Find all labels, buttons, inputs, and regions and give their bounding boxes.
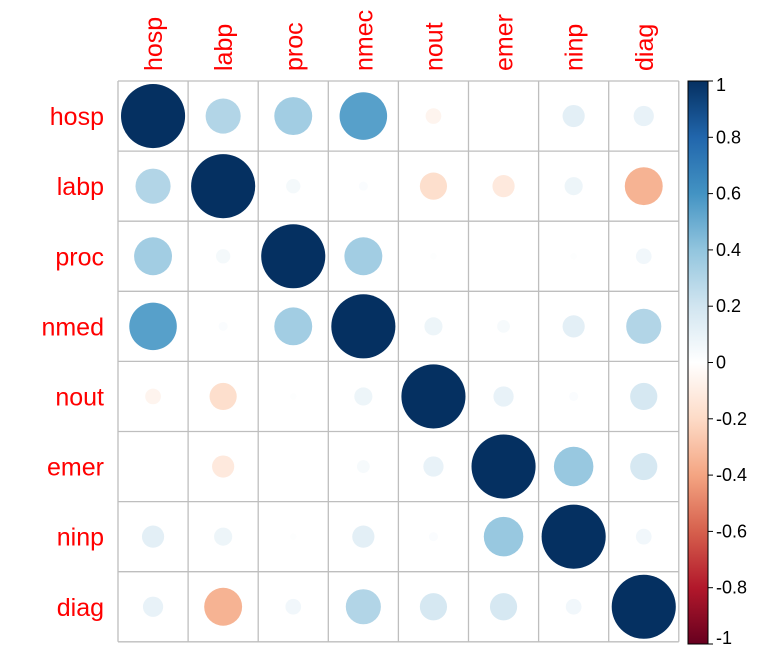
corr-circle-proc-nout <box>430 253 437 260</box>
corr-circle-nout-nout <box>401 364 466 429</box>
row-label-ninp: ninp <box>57 524 104 552</box>
corr-circle-proc-hosp <box>134 237 173 276</box>
corr-circle-nmed-diag <box>626 308 662 344</box>
colorbar-tick-label: -0.2 <box>716 409 747 429</box>
corr-circle-proc-proc <box>261 224 326 289</box>
corr-circle-proc-labp <box>215 249 231 264</box>
corr-circle-nout-nmec <box>354 387 373 406</box>
corr-circle-hosp-labp <box>205 98 241 134</box>
corr-circle-hosp-hosp <box>121 84 186 149</box>
corr-circle-ninp-ninp <box>541 504 606 569</box>
corr-circle-diag-emer <box>489 593 518 621</box>
corr-circle-ninp-nmec <box>352 525 375 548</box>
colorbar-tick-label: 0.6 <box>716 184 741 204</box>
colorbar-tick-label: 1 <box>716 75 726 95</box>
corr-circle-ninp-labp <box>214 527 233 546</box>
corr-circle-diag-ninp <box>565 598 582 615</box>
col-label-emer: emer <box>491 14 519 71</box>
colorbar-tick-label: -1 <box>716 628 732 648</box>
circle-layer <box>121 84 676 639</box>
corr-circle-nmed-labp <box>218 321 228 331</box>
corr-circle-labp-nmec <box>358 181 368 191</box>
corr-circle-hosp-proc <box>274 97 313 136</box>
corr-circle-diag-labp <box>204 587 243 626</box>
corr-circle-hosp-nout <box>425 108 442 124</box>
corr-circle-ninp-nout <box>428 532 438 542</box>
corr-circle-nout-hosp <box>145 388 161 405</box>
col-label-labp: labp <box>210 24 238 71</box>
row-label-hosp: hosp <box>50 103 104 131</box>
row-label-diag: diag <box>57 594 104 622</box>
col-label-hosp: hosp <box>140 17 168 71</box>
corr-circle-emer-ninp <box>553 446 594 487</box>
corr-circle-emer-nmec <box>356 460 370 473</box>
row-label-nout: nout <box>55 383 104 411</box>
corr-circle-ninp-emer <box>483 516 524 557</box>
corr-circle-diag-nmec <box>345 589 381 625</box>
corr-circle-emer-emer <box>471 434 536 499</box>
colorbar-gradient <box>687 80 709 645</box>
colorbar-tick-label: -0.4 <box>716 465 747 485</box>
col-label-nout: nout <box>420 22 448 71</box>
corr-circle-emer-labp <box>212 455 235 478</box>
row-label-labp: labp <box>57 173 104 201</box>
corr-circle-proc-nmec <box>344 237 383 276</box>
corr-circle-labp-emer <box>492 175 515 198</box>
corr-circle-nmed-hosp <box>129 302 177 351</box>
corr-circle-diag-diag <box>611 574 676 639</box>
corr-circle-labp-labp <box>191 154 256 219</box>
corr-circle-nout-ninp <box>569 391 579 401</box>
colorbar-tick-label: 0 <box>716 353 726 373</box>
corr-circle-nmed-ninp <box>562 315 585 338</box>
column-labels: hosp labp proc nmec nout emer ninp diag <box>140 10 659 71</box>
corr-circle-nout-proc <box>290 393 297 400</box>
row-labels: hosp labp proc nmed nout emer ninp diag <box>41 103 104 622</box>
corr-circle-hosp-ninp <box>562 104 585 128</box>
row-label-nmed: nmed <box>41 313 104 341</box>
corr-circle-labp-ninp <box>564 177 583 196</box>
corr-circle-labp-nout <box>419 172 448 200</box>
corr-circle-emer-diag <box>630 452 658 481</box>
corr-circle-hosp-diag <box>633 105 654 127</box>
corr-circle-diag-nout <box>419 593 448 621</box>
grid-layer <box>117 80 680 643</box>
corr-circle-nmed-proc <box>274 307 313 346</box>
corr-circle-labp-diag <box>624 167 663 206</box>
colorbar-tick-label: 0.2 <box>716 296 741 316</box>
corr-circle-proc-ninp <box>570 253 577 260</box>
corr-circle-diag-hosp <box>142 596 164 617</box>
corr-circle-nout-emer <box>493 386 514 407</box>
corr-circle-hosp-nmec <box>339 92 388 140</box>
col-label-nmec: nmec <box>350 10 378 71</box>
colorbar-tick-label: 0.8 <box>716 127 741 147</box>
corr-circle-nout-diag <box>630 382 658 411</box>
col-label-proc: proc <box>280 22 308 71</box>
colorbar-tick-label: -0.6 <box>716 521 747 541</box>
corr-circle-nmed-emer <box>497 319 510 333</box>
colorbar-tick-label: -0.8 <box>716 578 747 598</box>
corr-circle-nmed-nout <box>424 317 443 336</box>
corr-circle-labp-hosp <box>135 168 171 204</box>
col-label-ninp: ninp <box>561 24 589 71</box>
colorbar: 1 0.8 0.6 0.4 0.2 0 -0.2 -0.4 -0.6 -0.8 -1 <box>687 75 747 648</box>
corr-circle-diag-proc <box>285 598 302 615</box>
row-label-proc: proc <box>55 243 104 271</box>
colorbar-tick-label: 0.4 <box>716 240 741 260</box>
corr-circle-ninp-proc <box>290 533 297 540</box>
corr-circle-ninp-hosp <box>141 525 165 548</box>
corr-circle-labp-proc <box>286 178 301 194</box>
corr-circle-proc-diag <box>635 248 652 265</box>
corr-circle-nout-labp <box>209 382 237 411</box>
corr-circle-emer-nout <box>423 456 444 477</box>
corr-circle-ninp-diag <box>635 528 652 545</box>
row-label-emer: emer <box>47 454 104 482</box>
corr-circle-nmed-nmec <box>331 294 396 359</box>
col-label-diag: diag <box>631 24 659 71</box>
